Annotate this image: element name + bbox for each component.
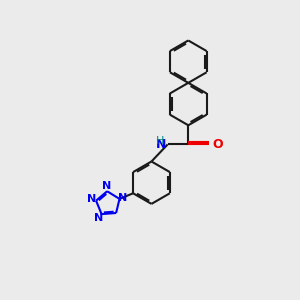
Text: N: N	[156, 138, 166, 151]
Text: N: N	[102, 181, 111, 191]
Text: O: O	[212, 138, 223, 151]
Text: H: H	[155, 136, 164, 146]
Text: N: N	[118, 193, 128, 202]
Text: N: N	[94, 213, 103, 224]
Text: N: N	[87, 194, 96, 205]
